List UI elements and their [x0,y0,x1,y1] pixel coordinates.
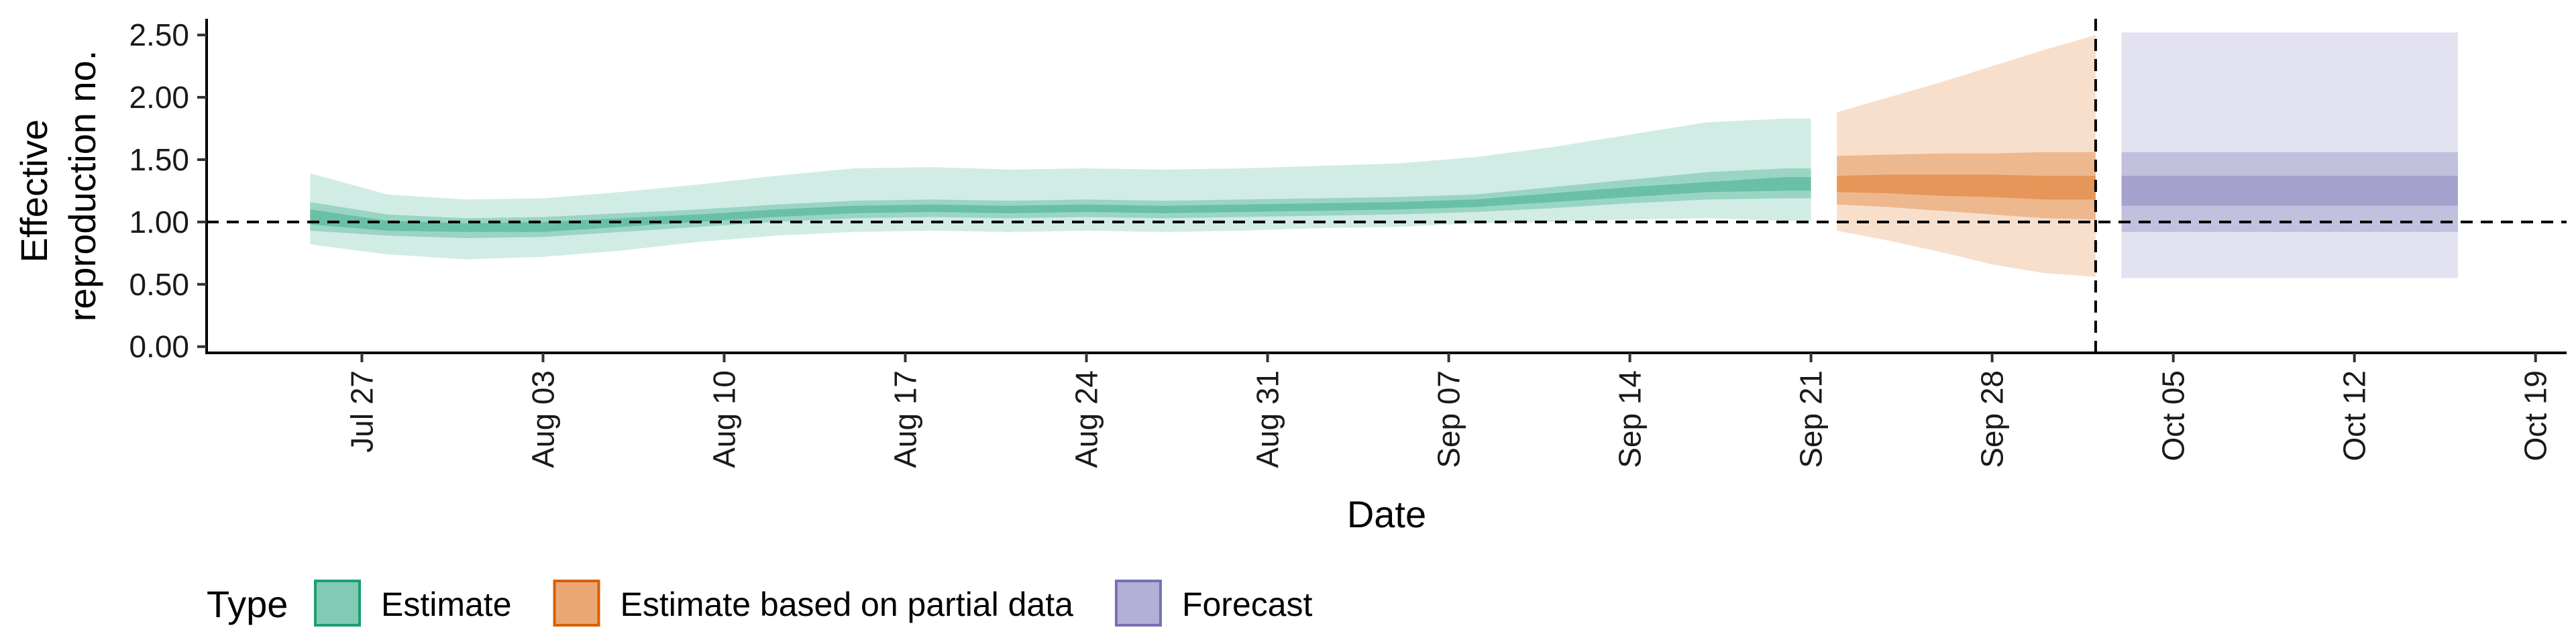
series-1-band-20 [1837,174,2096,200]
series-1-band-50 [1837,152,2096,220]
series-0-band-20 [310,177,1811,232]
y-tick-label: 2.50 [129,17,189,52]
legend-key [1114,580,1162,627]
series-2-band-90 [2121,32,2458,278]
x-tick-label: Aug 24 [1069,370,1104,468]
x-tick-label: Aug 17 [888,370,923,468]
series-0-band-50 [310,168,1811,238]
series-2-band-20 [2121,176,2458,206]
legend-item: Estimate based on partial data [553,580,1074,627]
y-tick-label: 2.00 [129,80,189,115]
reference-lines [207,19,2567,353]
series-1 [1837,35,2096,277]
legend-title: Type [207,583,288,625]
y-axis-title-line-1: Effective [13,119,55,263]
y-tick-label: 0.00 [129,329,189,364]
series-1-band-90 [1837,35,2096,277]
legend-key [314,580,361,627]
legend-key [553,580,600,627]
series-2 [2121,32,2458,278]
legend-item: Estimate [314,580,512,627]
x-axis-title: Date [1347,493,1426,535]
legend: Type Estimate Estimate based on partial d… [207,580,1313,627]
x-tick-label: Aug 10 [706,370,741,468]
x-tick-label: Sep 21 [1794,370,1829,468]
y-tick-label: 1.00 [129,205,189,239]
x-tick-label: Sep 28 [1975,370,2010,468]
series-2-band-50 [2121,152,2458,232]
legend-label: Estimate [381,586,512,623]
plot-area [310,32,2458,278]
series-0-band-90 [310,118,1811,260]
x-tick-label: Sep 07 [1432,370,1466,468]
x-tick-label: Aug 03 [525,370,560,468]
x-tick-label: Jul 27 [344,370,379,453]
x-tick-label: Oct 12 [2337,370,2372,462]
legend-item: Forecast [1114,580,1313,627]
y-tick-label: 1.50 [129,142,189,177]
x-tick-label: Sep 14 [1613,370,1648,468]
legend-label: Estimate based on partial data [621,586,1074,623]
y-tick-label: 0.50 [129,267,189,302]
y-axis-title-line-2: reproduction no. [61,50,103,322]
axes: 0.00 0.50 1.00 1.50 2.00 2.50 Jul 27 Aug 03 Aug … [129,17,2567,468]
x-tick-label: Aug 31 [1250,370,1285,468]
legend-label: Forecast [1182,586,1313,623]
y-axis-title: Effective reproduction no. [13,50,103,322]
x-tick-label: Oct 19 [2518,370,2553,462]
x-tick-label: Oct 05 [2156,370,2191,462]
series-0 [310,118,1811,260]
